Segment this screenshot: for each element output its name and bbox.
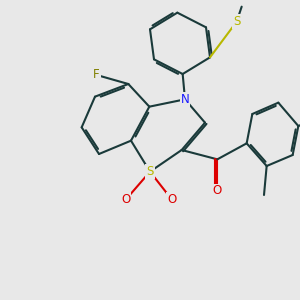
Text: S: S: [146, 165, 154, 178]
Text: F: F: [93, 68, 100, 82]
Text: S: S: [233, 15, 240, 28]
Text: N: N: [181, 93, 189, 106]
Text: O: O: [167, 193, 176, 206]
Text: O: O: [213, 184, 222, 197]
Text: O: O: [122, 193, 130, 206]
